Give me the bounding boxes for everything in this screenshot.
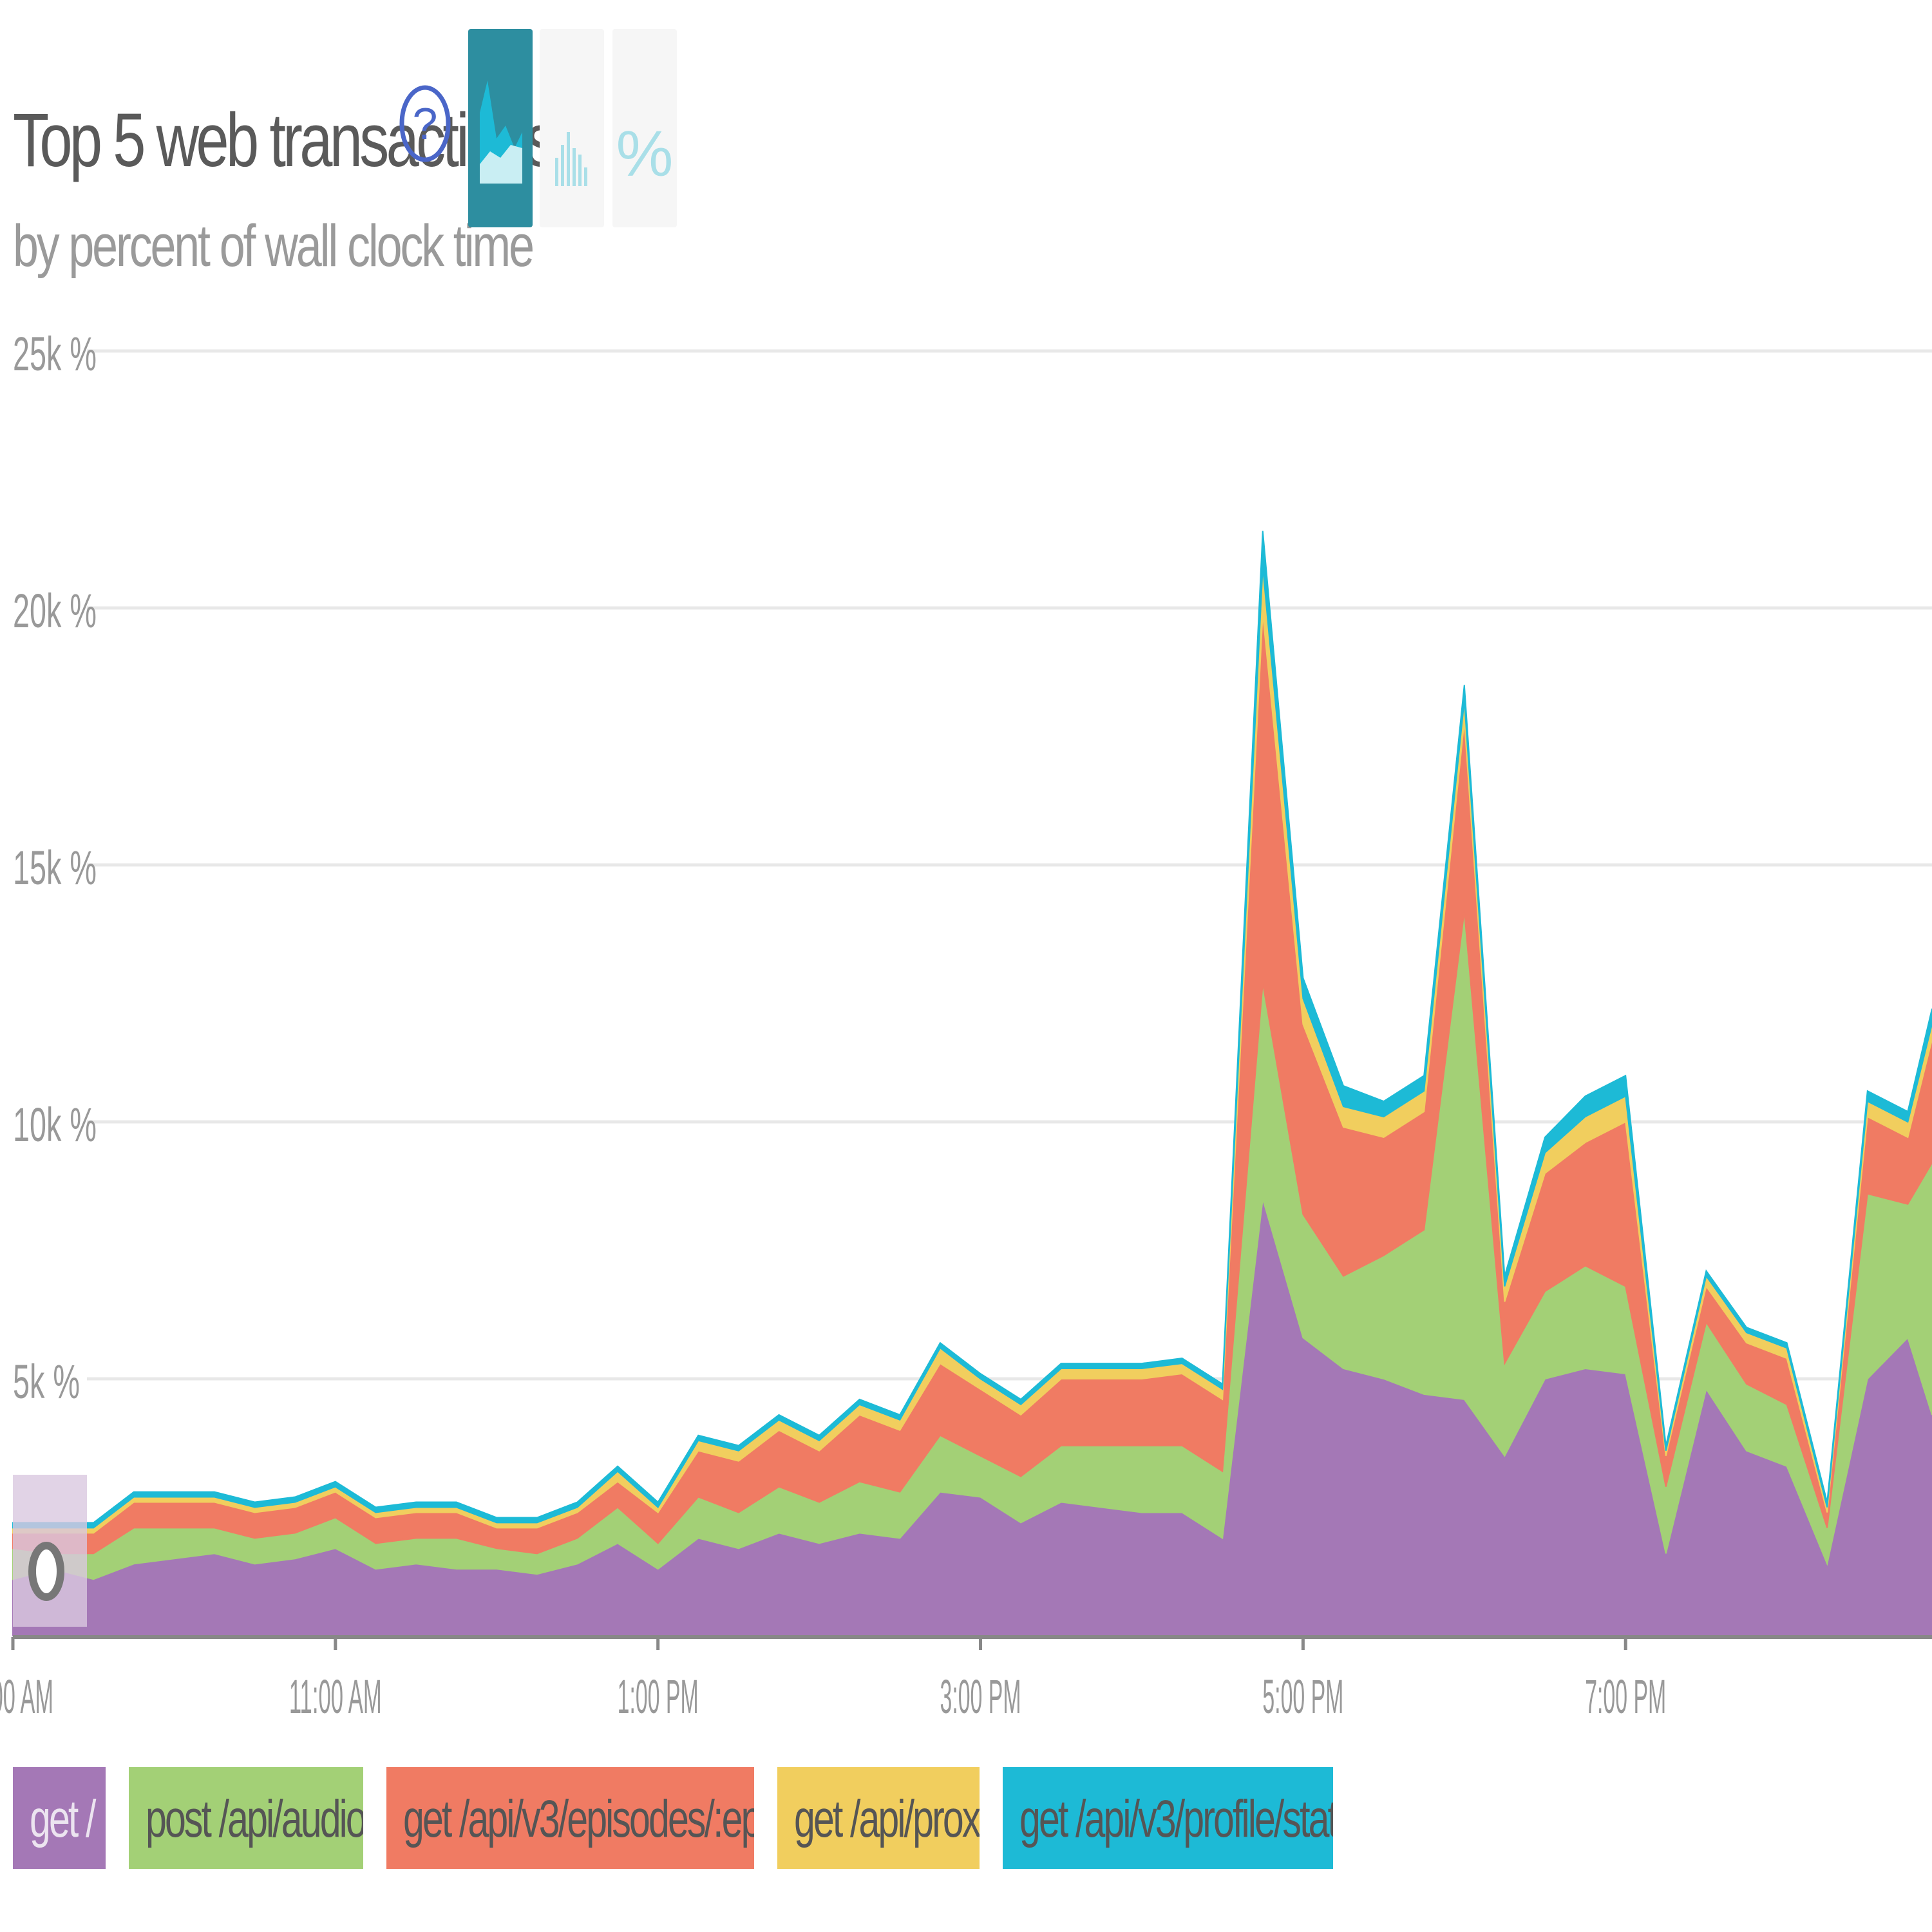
percent-toggle-label: % [616,118,674,190]
chart-subtitle: by percent of wall clock time [13,213,535,279]
svg-text:?: ? [413,99,438,149]
legend-label: get /api/proxy/* [794,1790,980,1848]
chart-title: Top 5 web transactions [13,98,556,183]
legend-item-get-root[interactable]: get / [13,1767,106,1869]
x-axis-labels: 9:00 AM 11:00 AM 1:00 PM 3:00 PM 5:00 PM 7:00… [0,1637,1666,1723]
stacked-area-chart: 5k % 10k % 15k % 20k % 25k % 9:00 AM 11:00 AM… [0,327,1932,1723]
x-tick-label: 3:00 PM [940,1670,1021,1723]
x-tick-label: 9:00 AM [0,1670,53,1723]
legend-item-get-episodes[interactable]: get /api/v3/episodes/:episodeId [386,1767,754,1869]
series-area-4 [12,531,1932,1529]
x-tick-label: 7:00 PM [1585,1670,1666,1723]
area-chart-toggle[interactable] [468,29,533,227]
y-axis-labels: 5k % 10k % 15k % 20k % 25k % [13,327,97,1408]
y-tick-label: 15k % [13,841,97,895]
percent-toggle[interactable]: % [612,29,677,227]
y-tick-label: 10k % [13,1098,97,1151]
bar-chart-toggle[interactable] [540,29,604,227]
legend-label: post /api/audio/file [146,1790,363,1848]
legend-label: get / [30,1790,96,1848]
question-circle-icon[interactable]: ? [398,84,452,164]
legend-item-post-audio-file[interactable]: post /api/audio/file [129,1767,363,1869]
legend-label: get /api/v3/profile/stationId [1019,1790,1333,1848]
legend-item-get-proxy[interactable]: get /api/proxy/* [777,1767,980,1869]
legend-item-get-profile[interactable]: get /api/v3/profile/stationId [1003,1767,1333,1869]
x-tick-label: 5:00 PM [1262,1670,1343,1723]
bar-chart-icon [555,132,587,186]
scroll-handle[interactable] [13,1475,87,1627]
series-areas [12,531,1932,1636]
x-tick-label: 11:00 AM [289,1670,382,1723]
y-tick-label: 25k % [13,327,97,381]
grid-lines [87,349,1932,1381]
area-chart-icon [480,80,522,184]
x-tick-label: 1:00 PM [618,1670,699,1723]
y-tick-label: 5k % [13,1355,80,1408]
y-tick-label: 20k % [13,584,97,638]
legend-label: get /api/v3/episodes/:episodeId [403,1790,754,1848]
